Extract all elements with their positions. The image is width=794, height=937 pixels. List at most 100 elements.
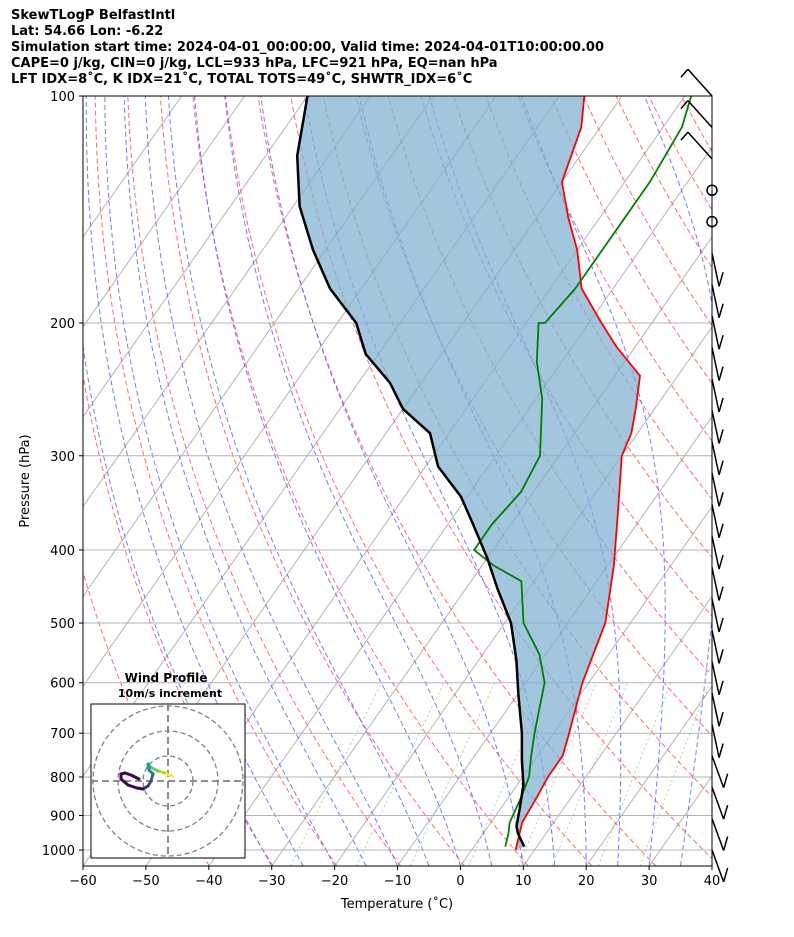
hodograph-segment xyxy=(126,783,139,790)
wind-barb-flag xyxy=(722,867,729,883)
wind-barb xyxy=(711,472,724,507)
x-tick-label: −10 xyxy=(384,874,411,889)
y-tick-label: 200 xyxy=(50,317,75,332)
wind-barb xyxy=(711,849,729,883)
chart-title: SkewTLogP BelfastIntl xyxy=(11,8,176,23)
x-tick-label: 30 xyxy=(641,874,658,889)
mixing-ratio-line xyxy=(410,682,495,866)
wind-barb-staff xyxy=(711,755,725,788)
wind-barb xyxy=(711,755,729,788)
wind-barb-staff xyxy=(711,692,720,727)
axis-ticks: −60 −50 −40 −30 −20 −10 0 10 20 30 40 1000 900 800 700… xyxy=(42,90,720,889)
wind-barb xyxy=(711,661,724,695)
wind-barb-flag xyxy=(722,773,729,788)
wind-barb-flag xyxy=(680,100,689,110)
wind-barb-staff xyxy=(711,252,720,287)
wind-barb-flag xyxy=(722,836,729,851)
dry-adiabat-line xyxy=(94,96,338,866)
temperature-line xyxy=(514,96,641,851)
wind-barb xyxy=(711,378,724,413)
isotherm-line xyxy=(83,96,308,418)
wind-barb-flag xyxy=(722,804,729,820)
cape-cin-text: CAPE=0 j/kg, CIN=0 j/kg, LCL=933 hPa, LF… xyxy=(11,56,498,71)
dry-adiabat-line xyxy=(615,96,712,269)
x-tick-label: −40 xyxy=(195,874,222,889)
wind-barb-staff xyxy=(711,818,725,851)
wind-barb xyxy=(711,535,724,570)
x-tick-label: −20 xyxy=(321,874,348,889)
wind-barb-flag xyxy=(718,460,724,476)
x-tick-label: −50 xyxy=(132,874,159,889)
dry-adiabat-line xyxy=(127,96,402,866)
calm-wind-marker xyxy=(706,184,718,197)
wind-barb xyxy=(711,818,729,851)
dry-adiabat-line xyxy=(779,96,794,866)
wind-barb xyxy=(711,567,724,601)
wind-barb-flag xyxy=(718,617,724,633)
wind-barb-flag xyxy=(718,429,724,444)
moist-adiabat-line xyxy=(83,342,273,866)
wind-barb-flag xyxy=(718,492,724,507)
wind-barb-staff xyxy=(711,378,720,413)
mixing-ratio-line xyxy=(468,682,550,866)
wind-barb-flag xyxy=(718,586,724,601)
isotherm-line xyxy=(83,96,246,328)
wind-barb-staff xyxy=(711,629,720,664)
isotherm-line xyxy=(585,685,712,866)
wind-barb-flag xyxy=(718,680,724,695)
moist-adiabat-line xyxy=(85,96,304,866)
location-text: Lat: 54.66 Lon: -6.22 xyxy=(11,24,164,39)
y-axis-label: Pressure (hPa) xyxy=(18,434,33,527)
wind-barb-staff xyxy=(711,724,720,758)
wind-barb-staff xyxy=(711,441,720,476)
cape-area xyxy=(297,96,640,850)
x-tick-label: −60 xyxy=(69,874,96,889)
hodograph-segment xyxy=(129,773,141,781)
mixing-ratio-line xyxy=(639,682,711,866)
x-tick-label: 40 xyxy=(704,874,721,889)
inset-subtitle: 10m/s increment xyxy=(118,687,222,700)
wind-barb xyxy=(711,598,724,633)
wind-profile-inset: Wind Profile 10m/s increment xyxy=(90,671,246,859)
y-tick-label: 400 xyxy=(50,544,75,559)
wind-barb-flag xyxy=(718,554,724,570)
x-tick-label: 20 xyxy=(578,874,595,889)
moist-adiabat-line xyxy=(144,96,398,866)
wind-barb xyxy=(711,692,724,727)
dry-adiabat-line xyxy=(192,96,529,866)
inset-title: Wind Profile xyxy=(125,671,208,685)
wind-barb-staff xyxy=(711,535,720,570)
simulation-time-text: Simulation start time: 2024-04-01_00:00:… xyxy=(11,40,604,55)
y-tick-label: 800 xyxy=(50,771,75,786)
wind-barb-flag xyxy=(680,68,689,78)
mixing-ratio-line xyxy=(598,682,672,866)
wind-barb-flag xyxy=(718,649,724,664)
moist-adiabat-line xyxy=(194,96,461,866)
wind-barb-staff xyxy=(711,849,725,883)
mixing-ratio-line xyxy=(551,682,629,866)
wind-barb-flag xyxy=(718,303,724,318)
wind-barb xyxy=(711,410,724,444)
dry-adiabat-line xyxy=(257,96,657,866)
wind-barb-staff xyxy=(711,661,720,695)
wind-barb-flag xyxy=(718,743,724,758)
moist-adiabat-line xyxy=(123,96,367,866)
y-tick-label: 1000 xyxy=(42,844,75,859)
wind-barb-staff xyxy=(711,472,720,507)
chart-header: SkewTLogP BelfastIntl Lat: 54.66 Lon: -6… xyxy=(11,8,604,88)
x-tick-label: −30 xyxy=(258,874,285,889)
dewpoint-line xyxy=(473,96,693,847)
moist-adiabat-line xyxy=(711,862,712,866)
moist-adiabat-line xyxy=(167,96,430,866)
y-tick-label: 700 xyxy=(50,727,75,742)
wind-barb-flag xyxy=(718,397,724,413)
dry-adiabat-line xyxy=(518,96,712,442)
wind-barb-staff xyxy=(711,410,720,444)
isotherm-line xyxy=(83,96,371,508)
isotherm-line xyxy=(711,865,712,866)
wind-barb xyxy=(711,786,729,820)
x-tick-label: 10 xyxy=(515,874,532,889)
wind-barb-flag xyxy=(718,711,724,727)
wind-barb xyxy=(711,504,724,538)
wind-barb-staff xyxy=(711,315,720,350)
